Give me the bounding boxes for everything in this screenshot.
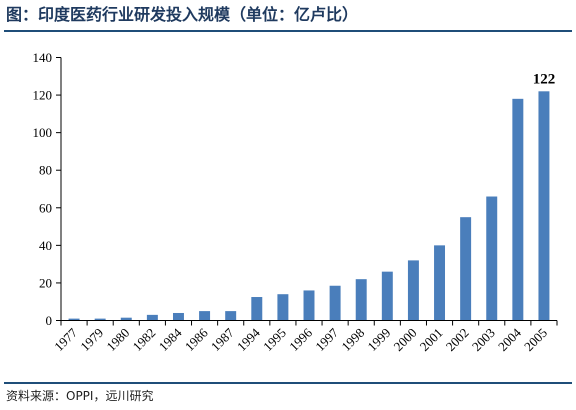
- x-tick-label: 1998: [338, 325, 367, 354]
- bar-1987: [225, 311, 237, 321]
- x-tick-label: 1986: [182, 325, 211, 354]
- x-tick-label: 1982: [129, 325, 158, 354]
- y-tick-label: 40: [39, 238, 52, 253]
- bar-2001: [434, 245, 446, 321]
- top-rule: [4, 30, 572, 32]
- bar-1979: [94, 318, 106, 321]
- data-label-2005: 122: [533, 71, 556, 87]
- bar-1982: [146, 314, 158, 321]
- bar-2003: [486, 196, 498, 321]
- y-tick-label: 120: [33, 88, 53, 103]
- source-note: 资料来源：OPPI，远川研究: [6, 389, 154, 403]
- x-tick-label: 1984: [156, 325, 185, 354]
- bottom-rule: [4, 382, 572, 384]
- x-tick-label: 2000: [391, 325, 420, 354]
- x-tick-label: 2002: [443, 325, 472, 354]
- bar-2004: [512, 98, 524, 321]
- x-tick-label: 1999: [364, 325, 393, 354]
- y-tick-label: 80: [39, 163, 52, 178]
- x-tick-label: 1997: [312, 325, 341, 354]
- chart-title: 图：印度医药行业研发投入规模（单位：亿卢比）: [6, 5, 359, 24]
- bar-1980: [120, 317, 132, 321]
- y-tick-label: 60: [39, 200, 52, 215]
- x-tick-label: 1979: [77, 325, 106, 354]
- bar-2000: [407, 260, 419, 321]
- y-tick-label: 100: [33, 125, 53, 140]
- bar-2002: [460, 217, 472, 321]
- x-tick-label: 2001: [417, 325, 446, 354]
- bar-1984: [172, 312, 184, 321]
- bar-1997: [329, 285, 341, 321]
- bar-2005: [538, 91, 550, 321]
- x-axis: 1977197919801982198419861987199419951996…: [51, 320, 558, 354]
- x-tick-label: 1977: [51, 325, 80, 354]
- bar-1986: [199, 311, 211, 321]
- bar-1994: [251, 297, 263, 321]
- x-tick-label: 2005: [521, 325, 550, 354]
- x-tick-label: 1995: [260, 325, 289, 354]
- y-tick-label: 20: [39, 275, 52, 290]
- annotations: 122: [533, 71, 556, 87]
- bar-1977: [68, 318, 80, 321]
- x-tick-label: 1987: [208, 325, 237, 354]
- x-tick-label: 1996: [286, 325, 315, 354]
- x-tick-label: 2004: [495, 325, 524, 354]
- y-tick-label: 140: [33, 50, 53, 65]
- x-tick-label: 1994: [234, 325, 263, 354]
- y-axis: 0 20 40 60 80 100 120 140: [33, 50, 62, 328]
- bar-1999: [381, 271, 393, 321]
- bar-1995: [277, 294, 289, 321]
- y-tick-label: 0: [46, 313, 53, 328]
- bar-1996: [303, 290, 315, 321]
- bars: [68, 91, 550, 321]
- x-tick-label: 2003: [469, 325, 498, 354]
- bar-1998: [355, 279, 367, 321]
- x-tick-label: 1980: [103, 325, 132, 354]
